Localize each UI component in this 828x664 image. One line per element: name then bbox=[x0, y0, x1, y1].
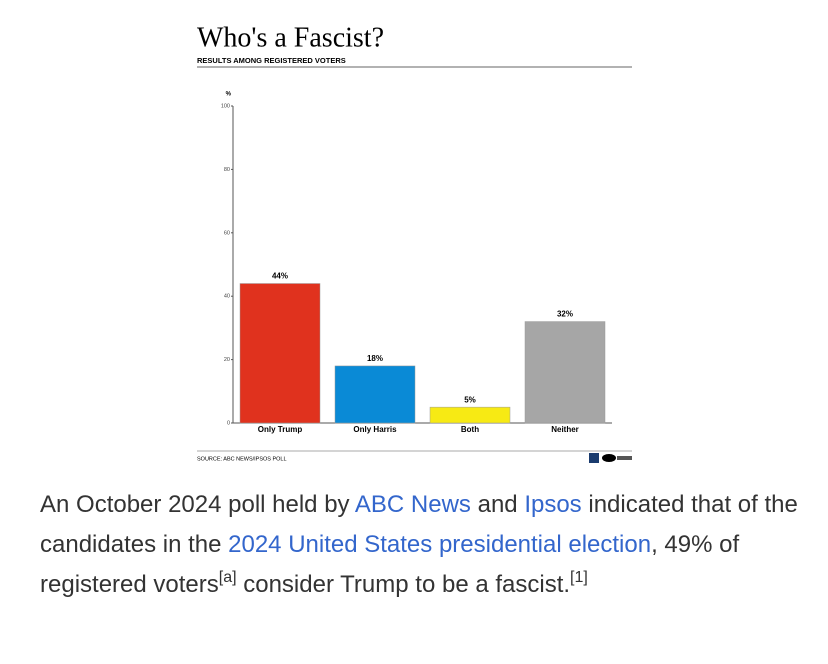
logo bbox=[617, 456, 632, 460]
caption-link[interactable]: 2024 United States presidential election bbox=[228, 531, 652, 558]
y-tick-label: 20 bbox=[224, 357, 230, 363]
x-tick-label: Both bbox=[461, 425, 479, 434]
logo bbox=[602, 454, 616, 462]
chart-title: Who's a Fascist? bbox=[197, 22, 384, 53]
caption-text: indicated that of the candidates in the bbox=[40, 491, 798, 558]
bar bbox=[334, 365, 416, 424]
caption-sup[interactable]: [1] bbox=[570, 569, 588, 586]
value-label: 18% bbox=[367, 354, 383, 363]
source: SOURCE: ABC NEWS/IPSOS POLL bbox=[197, 456, 287, 462]
y-tick-label: 40 bbox=[224, 294, 230, 300]
caption-text: and bbox=[470, 491, 525, 518]
bar bbox=[239, 283, 321, 424]
bar bbox=[429, 406, 511, 424]
x-tick-label: Only Trump bbox=[258, 425, 303, 434]
caption-text: consider Trump to be a fascist. bbox=[236, 571, 571, 598]
value-label: 32% bbox=[557, 310, 573, 319]
chart-subtitle: RESULTS AMONG REGISTERED VOTERS bbox=[197, 56, 346, 65]
logo bbox=[589, 453, 599, 463]
x-tick-label: Only Harris bbox=[353, 425, 397, 434]
value-label: 5% bbox=[464, 395, 476, 404]
y-tick-label: 60 bbox=[224, 230, 230, 236]
y-tick-label: 0 bbox=[227, 420, 230, 426]
chart: Who's a Fascist? RESULTS AMONG REGISTERE… bbox=[197, 22, 632, 463]
caption: An October 2024 poll held by ABC News an… bbox=[40, 485, 800, 605]
caption-text: An October 2024 poll held by bbox=[40, 491, 355, 518]
caption-link[interactable]: Ipsos bbox=[524, 491, 582, 518]
y-tick-label: 80 bbox=[224, 167, 230, 173]
bar bbox=[524, 321, 606, 424]
value-label: 44% bbox=[272, 272, 288, 281]
x-tick-label: Neither bbox=[551, 425, 579, 434]
caption-link[interactable]: ABC News bbox=[354, 491, 471, 518]
caption-sup[interactable]: [a] bbox=[218, 569, 237, 586]
y-axis-label: % bbox=[226, 92, 232, 98]
y-tick-label: 100 bbox=[221, 103, 230, 109]
caption-text: , 49% of registered voters bbox=[40, 531, 740, 598]
